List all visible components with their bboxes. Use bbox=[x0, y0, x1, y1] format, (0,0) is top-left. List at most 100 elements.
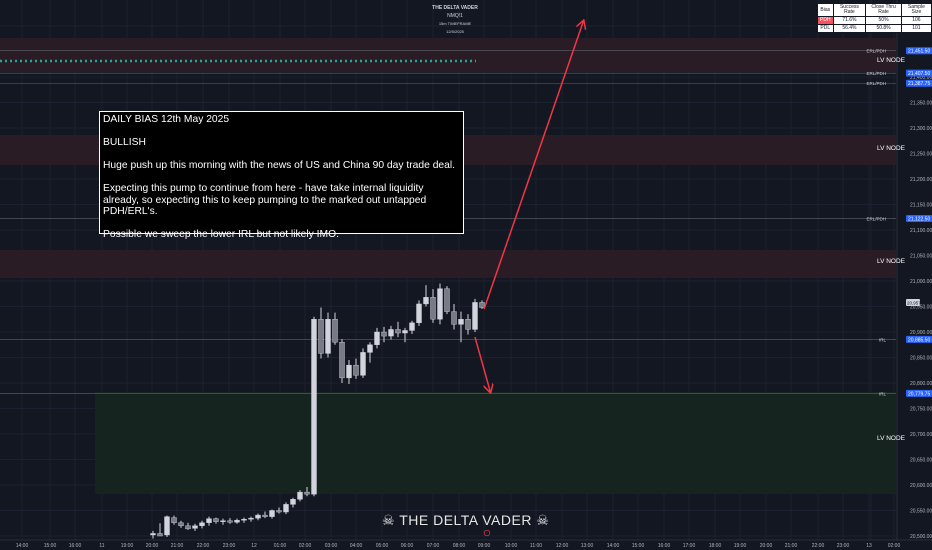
time-tick-label: 15:00 bbox=[632, 543, 645, 549]
header-title: THE DELTA VADER bbox=[432, 5, 478, 11]
time-tick-label: 13:00 bbox=[581, 543, 594, 549]
candle-body bbox=[332, 319, 338, 343]
time-tick-label: 14:00 bbox=[607, 543, 620, 549]
price-tick-label: 21,150.00 bbox=[910, 203, 932, 209]
candle-body bbox=[339, 342, 345, 379]
table-header-cell: Bias bbox=[817, 3, 834, 17]
time-tick-label: 12 bbox=[251, 543, 257, 549]
time-tick-label: 09:00 bbox=[478, 543, 491, 549]
header-date: 12/5/2025 bbox=[446, 29, 464, 34]
level-label: IRL bbox=[879, 337, 887, 342]
time-tick-label: 02:00 bbox=[888, 543, 901, 549]
table-header-cell: Sample Size bbox=[900, 3, 932, 17]
time-tick-label: 15:00 bbox=[44, 543, 57, 549]
level-price-tag bbox=[906, 215, 932, 223]
level-price-tag bbox=[906, 335, 932, 343]
price-tick-label: 21,300.00 bbox=[910, 126, 932, 132]
candle-body bbox=[255, 514, 261, 519]
candle-body bbox=[472, 302, 478, 330]
level-label: ERL/PDH bbox=[866, 49, 886, 54]
note-paragraph: Huge push up this morning with the news … bbox=[103, 160, 456, 171]
time-tick-label: 01:00 bbox=[274, 543, 287, 549]
level-annotations: ERL/PDH ERL/PDH ERL/PDH ERL/PDH IRL IRL LV NOD… bbox=[866, 49, 905, 442]
level-price-tag bbox=[906, 69, 932, 77]
candle-body bbox=[374, 331, 380, 345]
candle-body bbox=[346, 364, 352, 379]
time-tick-label: 13 bbox=[866, 543, 872, 549]
watermark: ☠ THE DELTA VADER ☠ bbox=[382, 512, 550, 528]
bias-statistics-table: Bias Success Rate Close Thru Rate Sample… bbox=[817, 3, 932, 33]
price-tick-label: 20,700.00 bbox=[910, 432, 932, 438]
price-tick-label: 20,900.00 bbox=[910, 330, 932, 336]
level-price-tag bbox=[906, 79, 932, 87]
candle-body bbox=[409, 322, 415, 331]
time-tick-label: 12:00 bbox=[556, 543, 569, 549]
candle-body bbox=[206, 518, 212, 523]
price-tick-label: 20,800.00 bbox=[910, 381, 932, 387]
table-cell: 50% bbox=[865, 16, 902, 25]
time-tick-label: 16:00 bbox=[658, 543, 671, 549]
current-price-label: 20,957.75 bbox=[907, 301, 928, 306]
note-paragraph: Expecting this pump to continue from her… bbox=[103, 183, 427, 217]
price-tick-label: 21,200.00 bbox=[910, 177, 932, 183]
price-tick-label: 20,750.00 bbox=[910, 407, 932, 413]
candle-body bbox=[381, 331, 387, 337]
price-tick-label: 21,250.00 bbox=[910, 152, 932, 158]
level-label: IRL bbox=[879, 391, 887, 396]
time-tick-label: 21:00 bbox=[785, 543, 798, 549]
level-label: ERL/PDH bbox=[866, 71, 886, 76]
daily-bias-note[interactable]: DAILY BIAS 12th May 2025 BULLISH Huge pu… bbox=[99, 111, 464, 240]
price-tick-label: 20,600.00 bbox=[910, 483, 932, 489]
note-paragraph: Possible we sweep the lower IRL but not … bbox=[103, 229, 339, 240]
time-tick-label: 22:00 bbox=[812, 543, 825, 549]
projection-arrow-up bbox=[483, 21, 583, 310]
candle-body bbox=[227, 520, 233, 523]
candle-body bbox=[283, 504, 289, 513]
candle-body bbox=[248, 517, 254, 520]
candle-body bbox=[353, 364, 359, 376]
time-tick-label: 14:00 bbox=[16, 543, 29, 549]
candle-body bbox=[241, 518, 247, 521]
table-cell: 56.4% bbox=[832, 24, 867, 33]
candle-body bbox=[178, 522, 184, 526]
time-tick-label: 23:00 bbox=[223, 543, 236, 549]
price-tick-label: 20,850.00 bbox=[910, 356, 932, 362]
lv-node-label: LV NODE bbox=[877, 258, 906, 265]
candle-body bbox=[199, 522, 205, 526]
event-marker-icon bbox=[483, 529, 491, 537]
price-tick-label: 20,500.00 bbox=[910, 534, 932, 540]
price-axis-background bbox=[897, 0, 932, 540]
time-tick-label: 22:00 bbox=[197, 543, 210, 549]
candle-body bbox=[479, 302, 485, 308]
lv-node-label: LV NODE bbox=[877, 57, 906, 64]
candle-body bbox=[269, 510, 275, 517]
time-tick-label: 11 bbox=[99, 543, 104, 549]
candle-body bbox=[297, 491, 303, 500]
candle-body bbox=[416, 303, 422, 324]
candle-body bbox=[192, 525, 198, 529]
time-tick-label: 11:00 bbox=[530, 543, 542, 549]
price-axis[interactable]: 21,500.0021,450.0021,400.0021,350.0021,3… bbox=[896, 0, 932, 540]
candle-body bbox=[395, 329, 401, 334]
candle-body bbox=[185, 525, 191, 530]
candle-body bbox=[465, 319, 471, 330]
candlestick-series bbox=[150, 283, 485, 539]
note-bias: BULLISH bbox=[103, 137, 146, 148]
candle-body bbox=[367, 344, 373, 353]
table-row: PDH 71.6% 50% 106 bbox=[817, 16, 932, 25]
header-symbol: NMQ!1 bbox=[447, 13, 463, 19]
price-tick-label: 20,950.00 bbox=[910, 305, 932, 311]
candle-body bbox=[444, 288, 450, 312]
candle-body bbox=[458, 319, 464, 325]
candle-body bbox=[234, 519, 240, 523]
candle-body bbox=[171, 517, 177, 523]
time-tick-label: 08:00 bbox=[453, 543, 466, 549]
time-tick-label: 05:00 bbox=[376, 543, 389, 549]
price-tick-label: 21,050.00 bbox=[910, 254, 932, 260]
time-axis[interactable]: 14:00 15:00 16:00 11 19:00 20:00 21:00 22:00 23:… bbox=[0, 529, 932, 550]
time-tick-label: 23:00 bbox=[837, 543, 850, 549]
table-cell: 106 bbox=[900, 16, 932, 25]
lv-node-label: LV NODE bbox=[877, 145, 906, 152]
price-tick-label: 21,000.00 bbox=[910, 279, 932, 285]
